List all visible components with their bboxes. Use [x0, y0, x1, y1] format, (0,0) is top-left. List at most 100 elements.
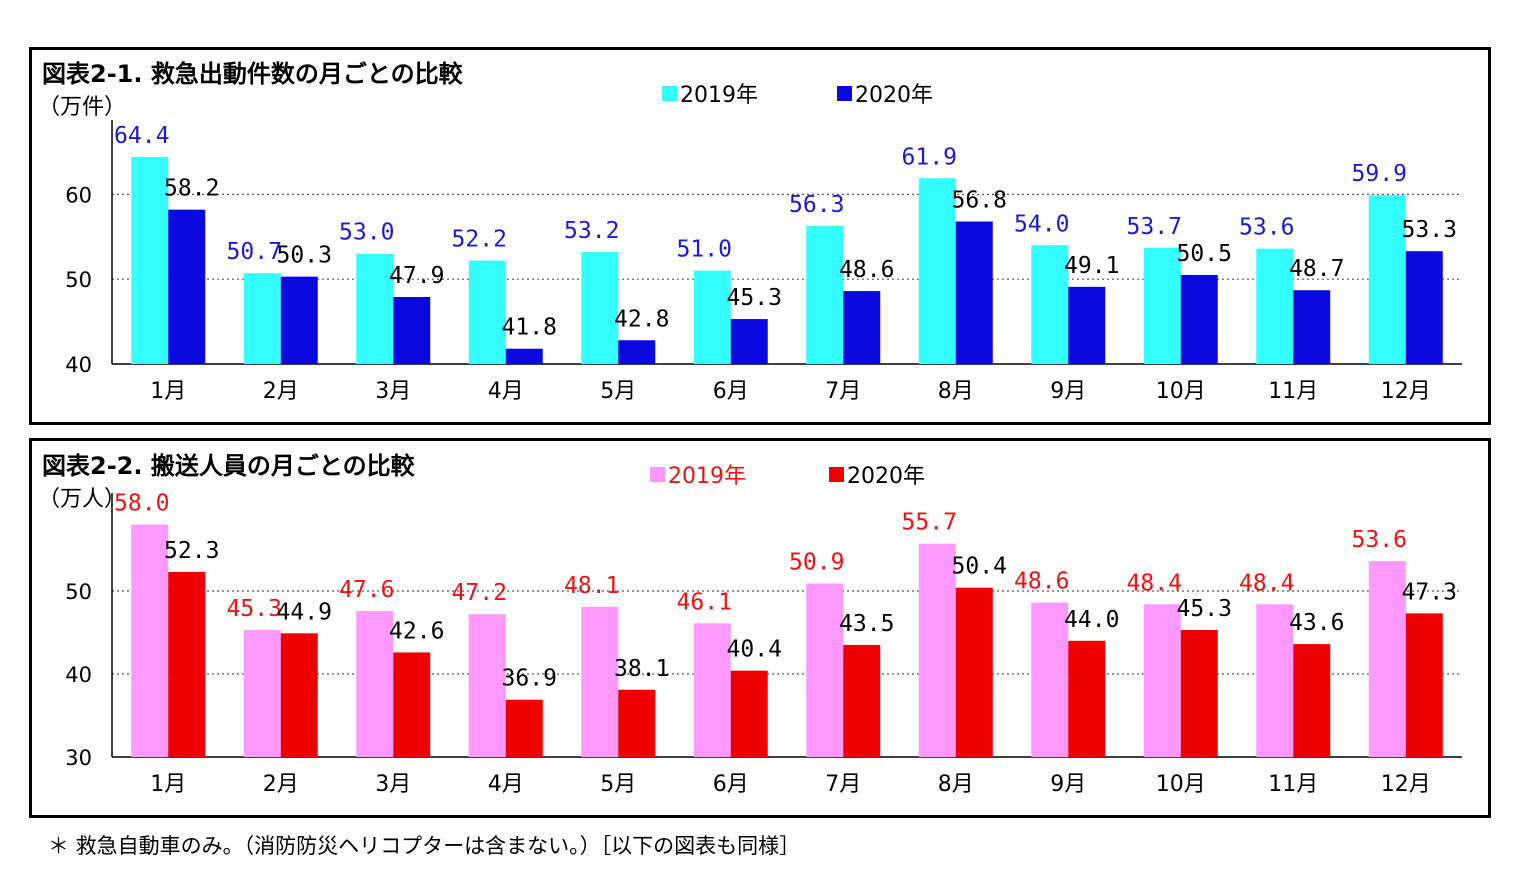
bar-2019年-2月	[243, 630, 281, 757]
data-label-2019: 50.9	[789, 550, 844, 576]
chart-panel-dispatches: 図表2-1. 救急出動件数の月ごとの比較 （万件） 40 50 60 64.4 58.2 1月…	[29, 47, 1491, 425]
data-label-2020: 48.7	[1289, 256, 1344, 282]
data-label-2019: 47.6	[339, 577, 394, 603]
chart-panel-transported: 図表2-2. 搬送人員の月ごとの比較 （万人） 30 40 50 58.0 52.3 1月 45…	[29, 438, 1491, 818]
x-tick-label: 3月	[375, 772, 411, 797]
x-tick-label: 5月	[600, 379, 636, 404]
x-tick-label: 12月	[1381, 772, 1431, 797]
bar-2020年-8月	[955, 587, 993, 757]
data-label-2020: 42.6	[389, 618, 444, 644]
bar-2019年-8月	[918, 543, 956, 757]
data-label-2019: 55.7	[902, 510, 957, 536]
bar-2020年-7月	[843, 644, 881, 757]
x-tick-label: 10月	[1156, 772, 1206, 797]
legend-swatch-2019年	[662, 86, 677, 101]
bar-2020年-12月	[1405, 251, 1443, 364]
x-tick-label: 2月	[263, 772, 299, 797]
legend-swatch-2020年	[837, 86, 852, 101]
data-label-2020: 41.8	[502, 315, 557, 341]
bar-2019年-9月	[1031, 602, 1069, 757]
bar-2019年-6月	[693, 623, 731, 757]
data-label-2019: 53.6	[1239, 215, 1294, 241]
x-tick-label: 3月	[375, 379, 411, 404]
bar-2019年-11月	[1256, 604, 1294, 757]
legend-label-2020年: 2020年	[847, 464, 925, 489]
bar-2020年-8月	[955, 221, 993, 364]
data-label-2020: 42.8	[614, 306, 669, 332]
data-label-2020: 50.5	[1177, 241, 1232, 267]
bar-2019年-6月	[693, 270, 731, 364]
data-label-2019: 58.0	[114, 491, 169, 517]
y-tick-label: 40	[65, 353, 92, 377]
data-label-2019: 47.2	[452, 580, 507, 606]
data-label-2020: 40.4	[727, 637, 782, 663]
data-label-2020: 52.3	[164, 538, 219, 564]
transported-persons-chart: 図表2-2. 搬送人員の月ごとの比較 （万人） 30 40 50 58.0 52.3 1月 45…	[38, 452, 1462, 797]
x-tick-label: 6月	[713, 772, 749, 797]
data-label-2019: 53.6	[1352, 527, 1407, 553]
bar-2019年-3月	[356, 253, 394, 364]
bar-2020年-6月	[730, 319, 768, 364]
bar-2020年-4月	[505, 348, 543, 364]
y-tick-label: 30	[65, 746, 92, 770]
bar-2020年-5月	[618, 340, 656, 364]
bar-2020年-10月	[1180, 630, 1218, 757]
bar-2020年-2月	[280, 633, 318, 757]
bar-2019年-7月	[806, 225, 844, 364]
bar-2020年-1月	[168, 571, 206, 757]
y-tick-label: 50	[65, 580, 92, 604]
legend-label-2019年: 2019年	[680, 83, 758, 108]
bar-2019年-10月	[1143, 247, 1181, 364]
data-label-2019: 64.4	[114, 123, 169, 149]
legend-label-2020年: 2020年	[855, 83, 933, 108]
bar-2019年-10月	[1143, 604, 1181, 757]
data-label-2019: 46.1	[677, 589, 732, 615]
data-label-2019: 45.3	[227, 596, 282, 622]
bar-2019年-4月	[468, 260, 506, 364]
x-tick-label: 11月	[1268, 772, 1318, 797]
data-label-2019: 48.1	[564, 573, 619, 599]
legend-swatch-2020年	[829, 467, 844, 482]
x-tick-label: 7月	[825, 379, 861, 404]
x-tick-label: 7月	[825, 772, 861, 797]
bar-2020年-11月	[1293, 644, 1331, 757]
data-label-2020: 43.6	[1289, 610, 1344, 636]
x-tick-label: 4月	[488, 772, 524, 797]
data-label-2019: 61.9	[902, 144, 957, 170]
bar-2019年-2月	[243, 273, 281, 364]
legend-swatch-2019年	[650, 467, 665, 482]
data-label-2019: 48.4	[1239, 570, 1294, 596]
x-tick-label: 12月	[1381, 379, 1431, 404]
data-label-2019: 50.7	[227, 239, 282, 265]
data-label-2020: 50.4	[952, 554, 1007, 580]
data-label-2019: 52.2	[452, 227, 507, 253]
bar-2020年-12月	[1405, 613, 1443, 757]
y-tick-label: 40	[65, 663, 92, 687]
x-tick-label: 9月	[1050, 772, 1086, 797]
data-label-2020: 53.3	[1402, 217, 1457, 243]
data-label-2020: 45.3	[1177, 596, 1232, 622]
data-label-2019: 59.9	[1352, 161, 1407, 187]
data-label-2019: 56.3	[789, 192, 844, 218]
bar-2020年-1月	[168, 209, 206, 364]
data-label-2019: 48.4	[1127, 570, 1182, 596]
data-label-2020: 38.1	[614, 656, 669, 682]
data-label-2020: 47.3	[1402, 579, 1457, 605]
bar-2020年-9月	[1068, 640, 1106, 757]
data-label-2020: 50.3	[277, 243, 332, 269]
y-axis-unit-label: （万人）	[38, 487, 126, 512]
data-label-2020: 44.9	[277, 599, 332, 625]
x-tick-label: 11月	[1268, 379, 1318, 404]
bar-2020年-10月	[1180, 274, 1218, 364]
bar-2020年-3月	[393, 652, 431, 757]
data-label-2019: 51.0	[677, 237, 732, 263]
x-tick-label: 4月	[488, 379, 524, 404]
bar-2019年-12月	[1368, 561, 1406, 757]
data-label-2019: 48.6	[1014, 569, 1069, 595]
bar-2019年-3月	[356, 610, 394, 757]
footnote: ＊ 救急自動車のみ。（消防防災ヘリコプターは含まない。）［以下の図表も同様］	[48, 834, 801, 858]
data-label-2020: 36.9	[502, 666, 557, 692]
dispatch-count-chart: 図表2-1. 救急出動件数の月ごとの比較 （万件） 40 50 60 64.4 58.2 1月…	[38, 60, 1462, 404]
bar-2019年-8月	[918, 178, 956, 364]
data-label-2020: 43.5	[839, 611, 894, 637]
